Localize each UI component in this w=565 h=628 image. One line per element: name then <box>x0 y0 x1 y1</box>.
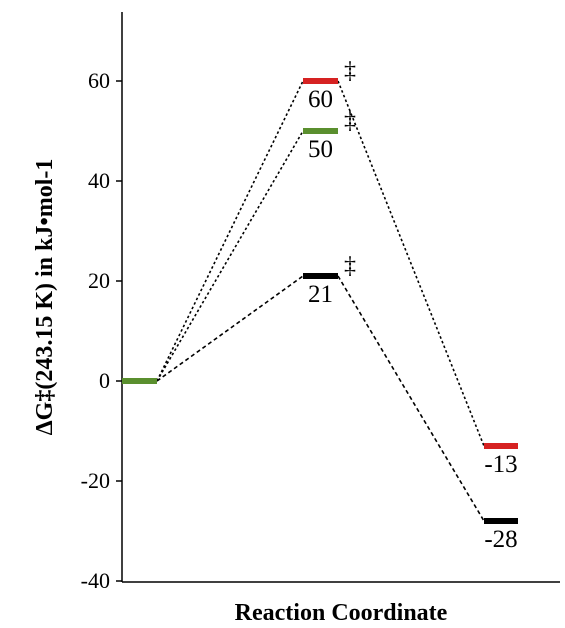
level-label-ts-black: 21 <box>308 281 333 308</box>
axis-layer: -40 -20 0 20 40 60 <box>81 12 560 593</box>
transition-state-mark-ts-green: ‡ <box>344 108 356 134</box>
x-axis-title: Reaction Coordinate <box>235 600 448 626</box>
level-label-ts-red: 60 <box>308 86 333 113</box>
level-label-prod-black: -28 <box>484 526 517 553</box>
transition-state-mark-ts-red: ‡ <box>344 58 356 84</box>
level-label-ts-green: 50 <box>308 136 333 163</box>
connector-start-ts-green <box>156 130 304 382</box>
connector-ts-black-prod-black <box>337 275 485 522</box>
y-tick-label: 60 <box>88 68 110 93</box>
y-tick-label: 0 <box>99 368 110 393</box>
level-layer: 60 ‡ 50 ‡ 21 ‡ -13 -28 <box>122 58 518 553</box>
connector-start-ts-black <box>156 275 304 382</box>
y-tick-label: -20 <box>81 468 110 493</box>
transition-state-mark-ts-black: ‡ <box>344 253 356 279</box>
connector-start-ts-red <box>156 80 304 382</box>
connector-ts-red-prod-red <box>337 80 485 447</box>
level-label-prod-red: -13 <box>484 451 517 478</box>
connector-layer <box>156 80 485 522</box>
y-tick-label: -40 <box>81 568 110 593</box>
y-axis-title: ΔG‡(243.15 K) in kJ•mol-1 <box>32 159 58 436</box>
y-tick-label: 20 <box>88 268 110 293</box>
y-tick-label: 40 <box>88 168 110 193</box>
